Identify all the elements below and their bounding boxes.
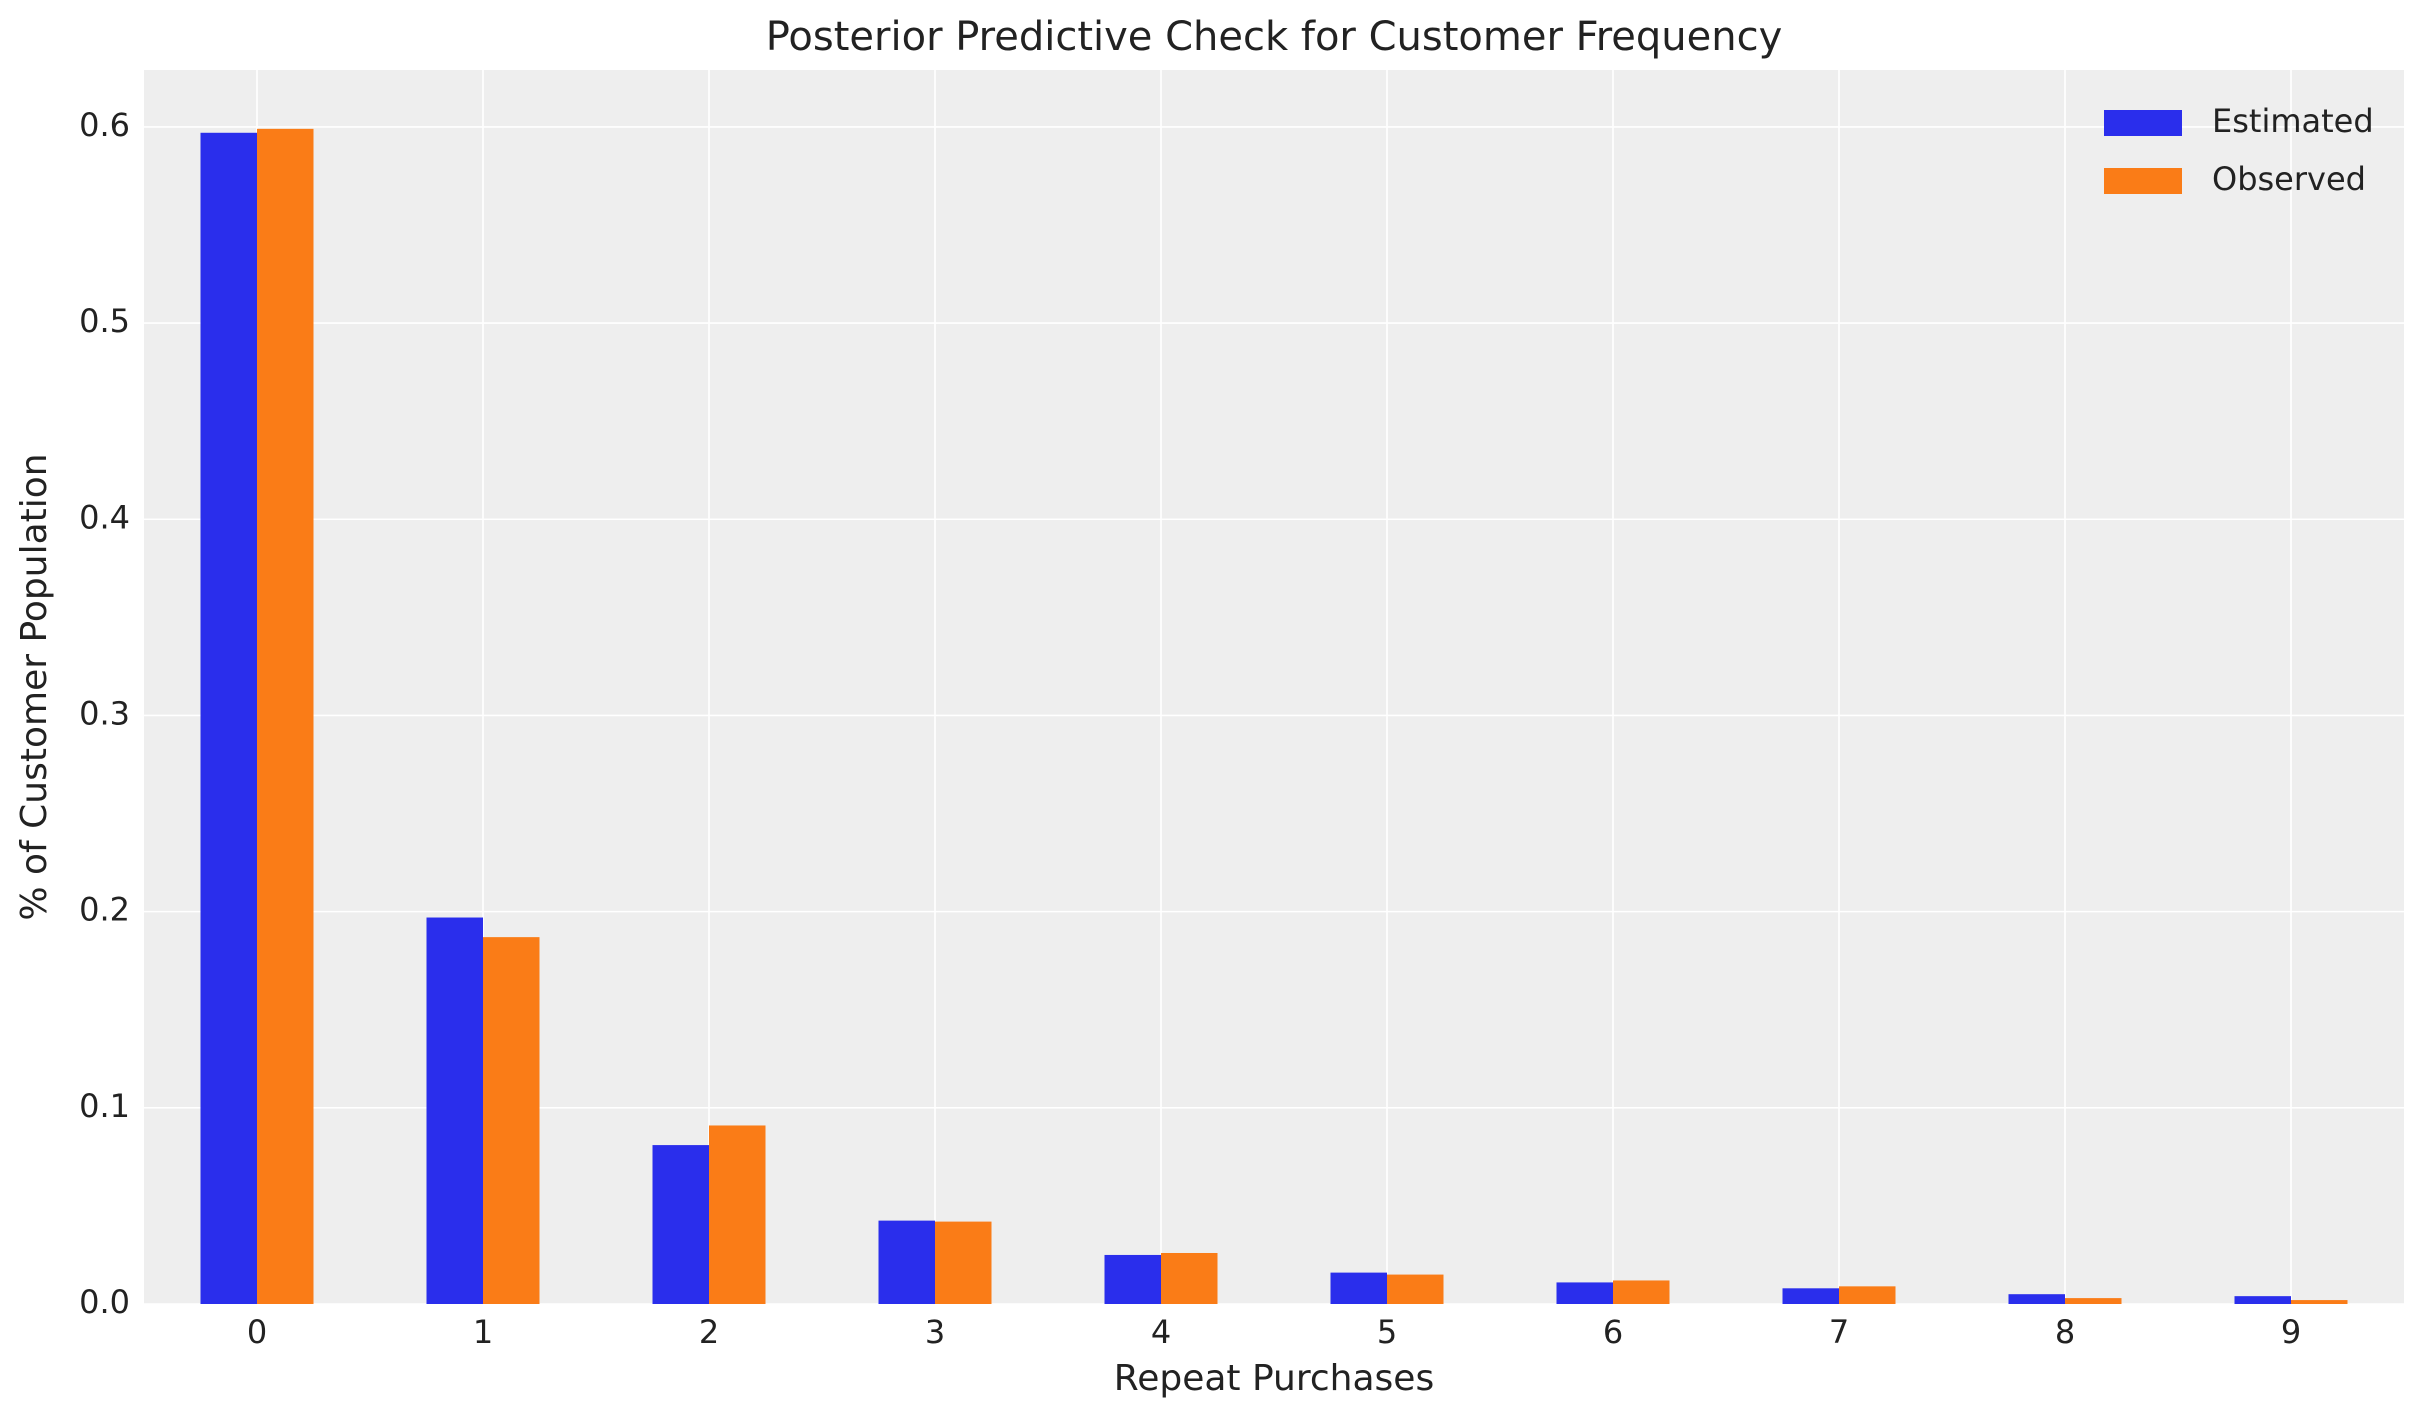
- legend-swatch: [2104, 110, 2182, 136]
- x-tick-label: 4: [1151, 1313, 1171, 1351]
- legend-swatch: [2104, 168, 2182, 194]
- legend-label: Estimated: [2212, 102, 2374, 140]
- x-tick-label: 7: [1829, 1313, 1849, 1351]
- bar: [1839, 1286, 1896, 1304]
- bar: [1330, 1272, 1387, 1304]
- x-axis-label: Repeat Purchases: [1114, 1358, 1434, 1399]
- y-tick-label: 0.5: [79, 302, 130, 340]
- bar: [1782, 1288, 1839, 1304]
- bar: [483, 937, 540, 1304]
- bar: [2234, 1296, 2291, 1304]
- y-tick-label: 0.0: [79, 1283, 130, 1321]
- chart-title: Posterior Predictive Check for Customer …: [766, 14, 1783, 60]
- x-tick-label: 9: [2281, 1313, 2301, 1351]
- x-tick-label: 0: [247, 1313, 267, 1351]
- y-tick-label: 0.4: [79, 498, 130, 536]
- y-tick-label: 0.6: [79, 106, 130, 144]
- x-tick-label: 6: [1603, 1313, 1623, 1351]
- bar: [1556, 1282, 1613, 1304]
- bar: [1387, 1274, 1444, 1304]
- legend-label: Observed: [2212, 160, 2366, 198]
- y-tick-label: 0.1: [79, 1087, 130, 1125]
- bar: [200, 132, 257, 1304]
- bar: [935, 1221, 992, 1304]
- bar: [1613, 1280, 1670, 1304]
- x-tick-label: 2: [699, 1313, 719, 1351]
- y-axis-label: % of Customer Population: [14, 453, 55, 920]
- bar: [1161, 1252, 1218, 1304]
- y-tick-label: 0.2: [79, 891, 130, 929]
- x-tick-label: 1: [473, 1313, 493, 1351]
- bar: [257, 128, 314, 1304]
- bar: [878, 1220, 935, 1304]
- bar: [2291, 1300, 2348, 1304]
- y-tick-label: 0.3: [79, 694, 130, 732]
- bar: [2065, 1298, 2122, 1304]
- bar: [1104, 1254, 1161, 1304]
- x-tick-label: 5: [1377, 1313, 1397, 1351]
- x-tick-label: 3: [925, 1313, 945, 1351]
- bar: [426, 917, 483, 1304]
- bar: [652, 1145, 709, 1304]
- bar: [709, 1125, 766, 1304]
- bar: [2008, 1294, 2065, 1304]
- x-tick-label: 8: [2055, 1313, 2075, 1351]
